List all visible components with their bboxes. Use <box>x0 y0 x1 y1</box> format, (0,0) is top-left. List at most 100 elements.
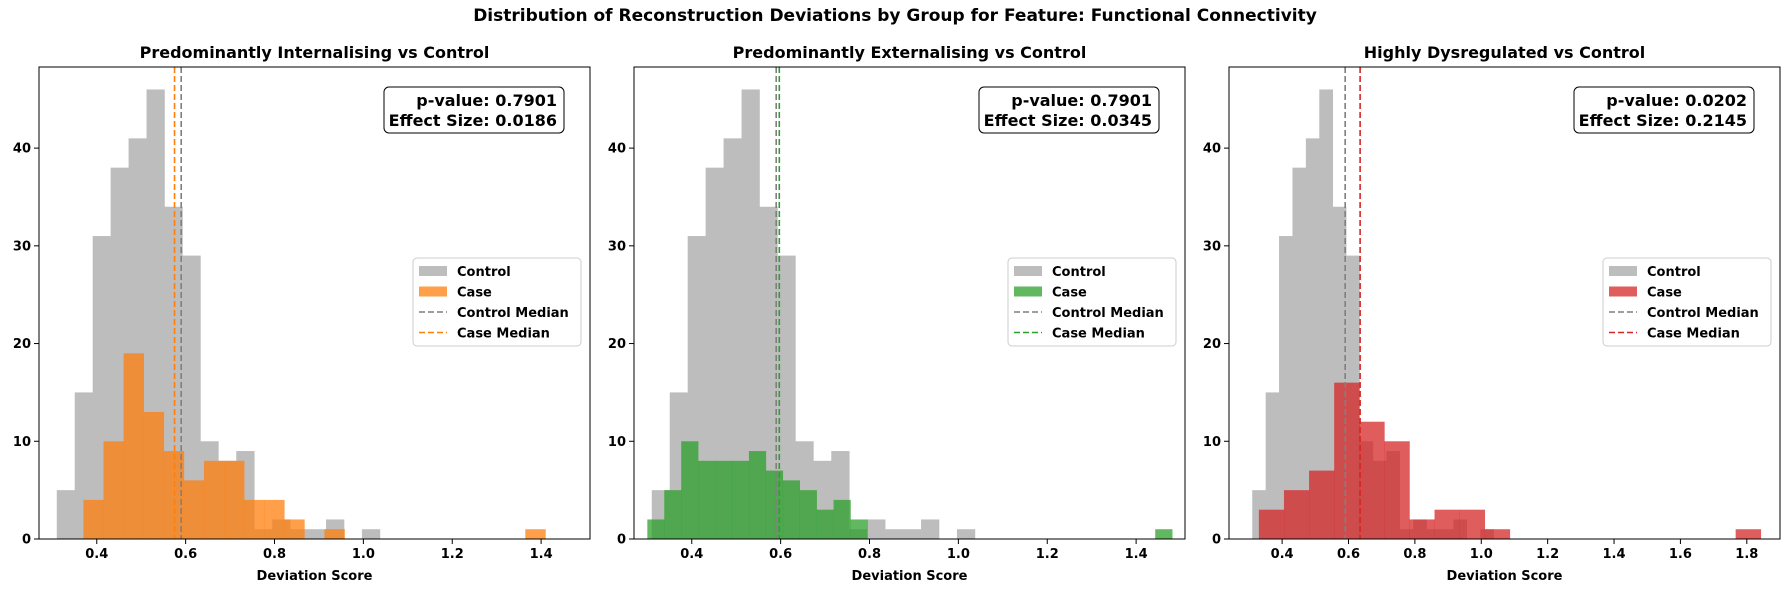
control-bar <box>956 529 976 539</box>
legend-case-swatch <box>1609 286 1637 297</box>
y-tick-label: 30 <box>13 239 31 254</box>
case-bar <box>203 460 225 539</box>
y-tick-label: 20 <box>1203 337 1221 352</box>
plot-area <box>56 67 546 539</box>
x-tick-label: 1.4 <box>1603 547 1626 562</box>
legend-box <box>1602 257 1772 347</box>
case-bar <box>1334 382 1360 539</box>
control-bar <box>777 255 796 539</box>
axes-frame <box>633 66 1186 540</box>
stats-text: Effect Size: 0.0186 <box>389 111 557 130</box>
legend-label: Control <box>1052 265 1106 280</box>
case-bar <box>1155 529 1173 539</box>
stats-box <box>383 86 565 134</box>
x-tick-label: 1.0 <box>947 547 970 562</box>
legend-label: Control Median <box>1052 306 1164 321</box>
legend-label: Case Median <box>457 327 550 342</box>
axes-frame <box>38 66 591 540</box>
stats-text: p-value: 0.7901 <box>1011 91 1152 110</box>
x-tick-label: 0.6 <box>1337 547 1360 562</box>
legend-label: Control <box>1647 265 1701 280</box>
legend-case-swatch <box>1014 286 1042 297</box>
case-bar <box>83 499 104 539</box>
control-bar <box>1265 392 1280 539</box>
case-bar <box>525 529 546 539</box>
case-bar <box>833 499 851 539</box>
x-tick-label: 1.4 <box>530 547 553 562</box>
x-tick-label: 0.6 <box>174 547 197 562</box>
stats-text: p-value: 0.7901 <box>416 91 557 110</box>
control-bar <box>705 167 724 539</box>
legend-label: Control Median <box>1647 306 1759 321</box>
y-tick-label: 30 <box>608 239 626 254</box>
case-bar <box>1258 509 1285 539</box>
legend-control-swatch <box>419 266 447 276</box>
y-tick-label: 0 <box>1212 533 1221 548</box>
x-tick-label: 1.0 <box>1470 547 1493 562</box>
x-tick-label: 1.8 <box>1735 547 1758 562</box>
control-bar <box>741 89 760 539</box>
case-bar <box>1309 470 1335 539</box>
stats-text: p-value: 0.0202 <box>1606 91 1747 110</box>
y-tick-label: 20 <box>13 337 31 352</box>
panel-externalising: 0.4 0.6 0.8 1.0 1.2 1.4 0 10 20 30 40 Predominantly… <box>608 43 1186 584</box>
case-bar <box>816 509 834 539</box>
panel-title: Predominantly Externalising vs Control <box>733 43 1087 62</box>
case-bar <box>1283 490 1310 539</box>
y-tick-label: 20 <box>608 337 626 352</box>
case-bar <box>183 480 205 539</box>
x-tick-label: 1.0 <box>352 547 375 562</box>
plot-area <box>1252 67 1762 539</box>
case-bar <box>681 441 699 539</box>
panel-internalising: 0.4 0.6 0.8 1.0 1.2 1.4 0 10 20 30 40 Predominantly… <box>13 43 591 584</box>
legend-box <box>412 257 582 347</box>
x-tick-label: 0.4 <box>680 547 703 562</box>
y-tick-label: 40 <box>13 142 31 157</box>
case-bar <box>698 460 716 539</box>
legend-control-swatch <box>1014 266 1042 276</box>
control-bar <box>885 529 904 539</box>
case-bar <box>284 519 305 539</box>
case-bar <box>264 499 285 539</box>
x-tick-label: 1.2 <box>1536 547 1559 562</box>
x-tick-label: 0.4 <box>1271 547 1294 562</box>
case-bar <box>765 470 784 539</box>
case-bar <box>1384 441 1410 539</box>
legend-label: Case Median <box>1647 327 1740 342</box>
panel-title: Predominantly Internalising vs Control <box>140 43 490 62</box>
control-bar <box>1279 236 1293 539</box>
x-tick-label: 1.2 <box>1036 547 1059 562</box>
x-tick-label: 0.6 <box>769 547 792 562</box>
x-tick-label: 0.8 <box>263 547 286 562</box>
stats-text: Effect Size: 0.2145 <box>1579 111 1747 130</box>
case-bar <box>664 490 682 539</box>
case-bar <box>324 529 345 539</box>
case-bar <box>782 480 800 539</box>
control-bar <box>903 529 922 539</box>
control-bar <box>867 519 886 539</box>
legend-control-swatch <box>1609 266 1637 276</box>
control-bar <box>921 519 940 539</box>
y-tick-label: 40 <box>1203 142 1221 157</box>
case-bar <box>647 519 665 539</box>
plot-area <box>647 67 1173 539</box>
y-tick-label: 0 <box>22 533 31 548</box>
case-bar <box>715 460 733 539</box>
x-tick-label: 0.8 <box>1403 547 1426 562</box>
legend-label: Case <box>1647 286 1682 301</box>
x-tick-label: 1.2 <box>441 547 464 562</box>
axes-frame <box>1228 66 1781 540</box>
y-tick-label: 0 <box>617 533 626 548</box>
case-bar <box>1434 509 1460 539</box>
x-axis-label: Deviation Score <box>852 569 968 584</box>
case-bar <box>1484 529 1511 539</box>
legend-label: Control <box>457 265 511 280</box>
y-tick-label: 30 <box>1203 239 1221 254</box>
case-bar <box>143 411 165 539</box>
case-bar <box>850 519 868 539</box>
case-bar <box>799 490 817 539</box>
case-bar <box>1459 509 1486 539</box>
case-bar <box>1735 529 1762 539</box>
stats-box <box>1573 86 1755 134</box>
